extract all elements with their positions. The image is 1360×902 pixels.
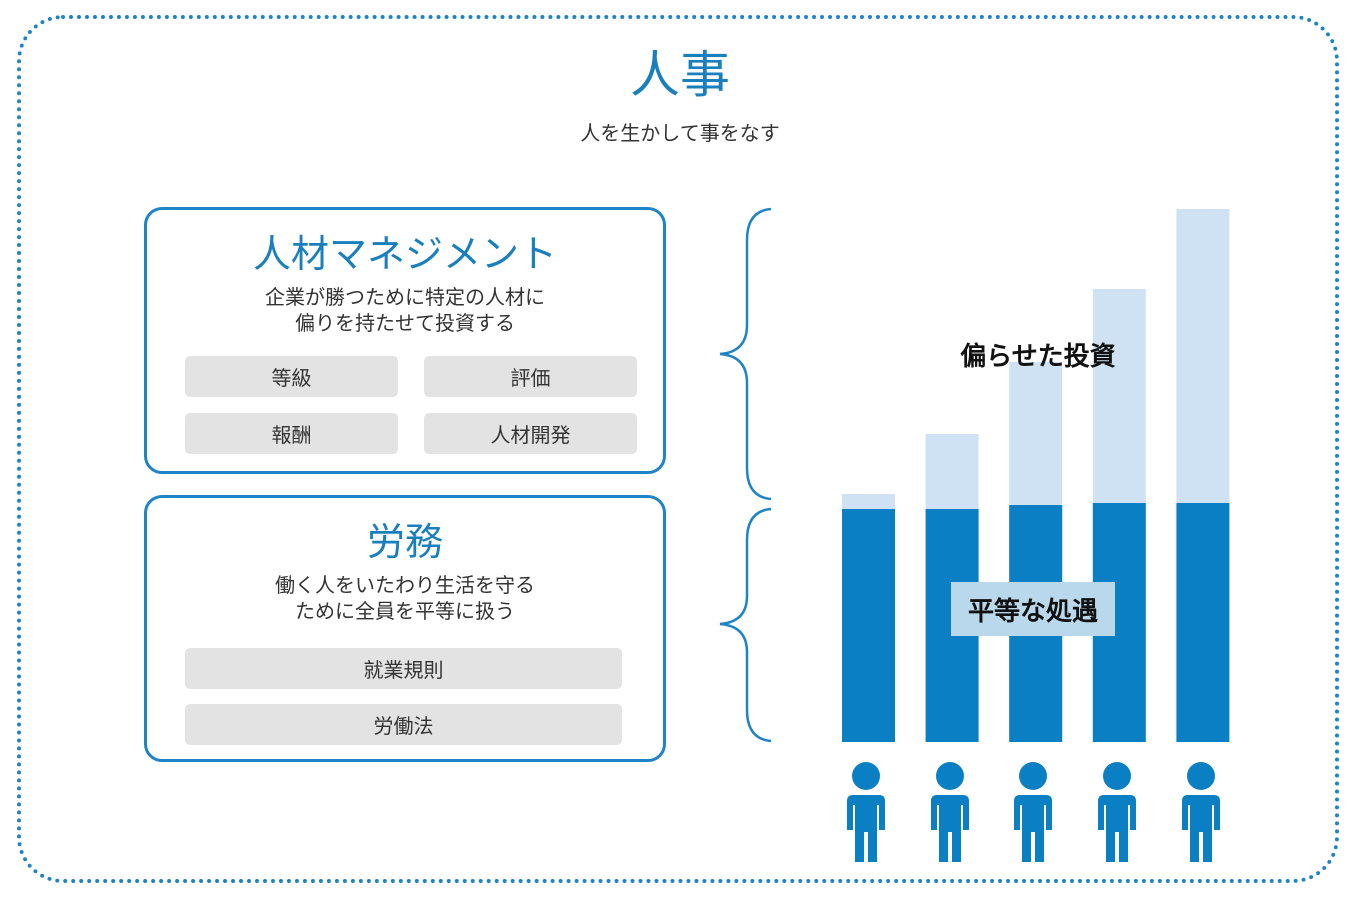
person-icon [1182,762,1220,862]
labor-description-line-2: ために全員を平等に扱う [295,599,515,623]
curly-brace-icon [719,507,772,743]
hr-management-description-line-2: 偏りを持たせて投資する [295,311,515,335]
page-title: 人事 [630,46,730,104]
labor-description: 働く人をいたわり生活を守る ために全員を平等に扱う [147,572,663,624]
tag-work-rules: 就業規則 [185,648,622,689]
hr-management-description-line-1: 企業が勝つために特定の人材に [265,285,545,309]
chart-annotation-equal-treatment: 平等な処遇 [951,582,1115,636]
person-icon [931,762,969,862]
bar-biased-investment [1092,289,1146,503]
bar-equal-treatment [1176,503,1230,742]
hr-management-description: 企業が勝つために特定の人材に 偏りを持たせて投資する [147,284,663,336]
bar-biased-investment [1009,362,1063,505]
bar-biased-investment [1176,209,1230,503]
bar-biased-investment [842,494,895,509]
person-icon [1098,762,1136,862]
chart-annotation-biased-investment: 偏らせた投資 [960,342,1116,372]
curly-brace-icon [719,207,772,501]
dotted-frame [17,15,1339,883]
labor-box: 労務 働く人をいたわり生活を守る ために全員を平等に扱う 就業規則 労働法 [144,495,666,762]
bar-equal-treatment [842,509,895,742]
person-icon [847,762,885,862]
hr-management-heading: 人材マネジメント [252,232,557,276]
person-icon [1014,762,1052,862]
tag-evaluation: 評価 [424,356,637,397]
tag-talent-development: 人材開発 [424,413,637,454]
hr-management-box: 人材マネジメント 企業が勝つために特定の人材に 偏りを持たせて投資する 等級 評… [144,207,666,474]
labor-heading: 労務 [366,520,443,564]
bar-biased-investment [925,434,979,509]
tag-compensation: 報酬 [185,413,398,454]
tag-grade: 等級 [185,356,398,397]
labor-description-line-1: 働く人をいたわり生活を守る [275,573,535,597]
tag-labor-law: 労働法 [185,704,622,745]
page-subtitle: 人を生かして事をなす [580,121,780,145]
